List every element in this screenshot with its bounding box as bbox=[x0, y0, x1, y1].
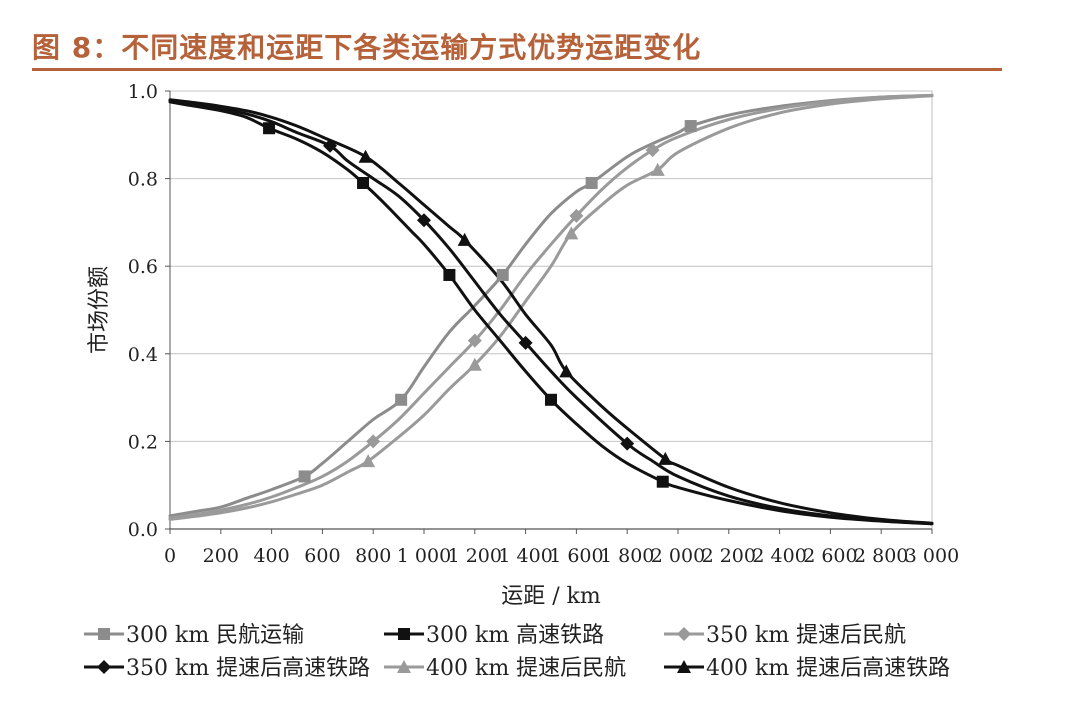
series-lines bbox=[168, 93, 934, 526]
legend-label: 350 km 提速后民航 bbox=[706, 623, 906, 648]
data-point-marker bbox=[361, 454, 376, 468]
data-point-marker bbox=[559, 364, 574, 378]
x-tick-label: 1 000 bbox=[397, 545, 451, 567]
legend-label: 400 km 提速后高速铁路 bbox=[706, 656, 950, 681]
series-line bbox=[168, 98, 934, 525]
data-point-marker bbox=[467, 357, 482, 371]
data-point-marker bbox=[298, 470, 311, 483]
y-tick-label: 0.8 bbox=[128, 169, 158, 191]
series-line bbox=[168, 100, 934, 526]
data-point-marker bbox=[467, 333, 482, 348]
legend: 300 km 民航运输 300 km 高速铁路 350 km 提速后民航 350 km… bbox=[84, 623, 950, 681]
data-point-marker bbox=[395, 393, 408, 406]
x-tick-label: 3 000 bbox=[905, 545, 959, 567]
x-tick-label: 200 bbox=[203, 545, 239, 567]
x-tick-label: 400 bbox=[253, 545, 289, 567]
data-point-marker bbox=[564, 226, 579, 240]
data-point-marker bbox=[545, 393, 557, 406]
legend-label: 300 km 民航运输 bbox=[126, 623, 304, 648]
data-point-marker bbox=[656, 475, 669, 488]
x-tick-label: 1 200 bbox=[448, 545, 502, 567]
data-point-marker bbox=[263, 122, 276, 135]
legend-swatch-marker bbox=[677, 660, 691, 673]
legend-item: 300 km 高速铁路 bbox=[384, 623, 604, 648]
y-tick-label: 0.4 bbox=[128, 344, 158, 366]
y-tick-label: 0.6 bbox=[128, 256, 158, 278]
x-tick-label: 1 800 bbox=[600, 545, 654, 567]
x-tick-label: 2 200 bbox=[702, 545, 756, 567]
data-point-marker bbox=[518, 335, 533, 350]
x-tick-label: 600 bbox=[304, 545, 340, 567]
data-point-marker bbox=[650, 162, 665, 176]
data-point-marker bbox=[366, 434, 381, 449]
legend-item: 350 km 提速后民航 bbox=[664, 623, 906, 648]
data-point-marker bbox=[585, 176, 598, 189]
legend-swatch-marker bbox=[97, 660, 111, 674]
legend-swatch-marker bbox=[677, 627, 691, 641]
legend-label: 400 km 提速后民航 bbox=[426, 656, 626, 681]
legend-swatch-marker bbox=[398, 628, 410, 640]
series-markers bbox=[263, 120, 697, 488]
axes bbox=[165, 90, 933, 534]
data-point-marker bbox=[443, 268, 456, 281]
data-point-marker bbox=[658, 451, 673, 465]
legend-item: 400 km 提速后高速铁路 bbox=[664, 656, 950, 681]
legend-item: 400 km 提速后民航 bbox=[384, 656, 626, 681]
data-point-marker bbox=[358, 149, 373, 163]
x-tick-label: 1 600 bbox=[549, 545, 603, 567]
series-line bbox=[168, 93, 934, 520]
plot-border bbox=[169, 90, 933, 530]
plot-area bbox=[169, 90, 933, 530]
legend-swatch-marker bbox=[397, 660, 411, 673]
series-line bbox=[168, 94, 934, 521]
x-tick-label: 1 400 bbox=[498, 545, 552, 567]
x-tick-label: 0 bbox=[164, 545, 176, 567]
data-point-marker bbox=[569, 208, 584, 223]
x-tick-label: 2 400 bbox=[752, 545, 806, 567]
data-point-marker bbox=[357, 176, 370, 189]
data-point-marker bbox=[620, 436, 635, 451]
x-tick-label: 2 600 bbox=[803, 545, 857, 567]
x-tick-label: 2 000 bbox=[651, 545, 705, 567]
figure-header: 图 8：不同速度和运距下各类运输方式优势运距变化 bbox=[32, 26, 1002, 74]
data-point-marker bbox=[457, 232, 472, 246]
x-tick-label: 2 800 bbox=[854, 545, 908, 567]
data-point-marker bbox=[417, 213, 431, 228]
title-underline bbox=[32, 68, 1002, 71]
legend-item: 350 km 提速后高速铁路 bbox=[84, 656, 370, 681]
series-line bbox=[168, 93, 934, 518]
x-tick-label: 800 bbox=[355, 545, 391, 567]
legend-item: 300 km 民航运输 bbox=[84, 623, 304, 648]
data-point-marker bbox=[323, 138, 338, 153]
data-point-marker bbox=[684, 120, 697, 133]
legend-swatch-marker bbox=[98, 628, 110, 640]
y-tick-label: 1.0 bbox=[128, 81, 158, 103]
data-point-marker bbox=[645, 143, 660, 158]
x-axis-title: 运距 / km bbox=[501, 584, 601, 609]
legend-label: 300 km 高速铁路 bbox=[426, 623, 604, 648]
y-tick-label: 0.0 bbox=[128, 519, 158, 541]
series-line bbox=[168, 99, 934, 526]
y-axis-title: 市场份额 bbox=[87, 266, 112, 354]
legend-label: 350 km 提速后高速铁路 bbox=[126, 656, 370, 681]
figure-title: 图 8：不同速度和运距下各类运输方式优势运距变化 bbox=[32, 31, 702, 64]
data-point-marker bbox=[496, 268, 509, 281]
y-tick-label: 0.2 bbox=[128, 431, 158, 453]
